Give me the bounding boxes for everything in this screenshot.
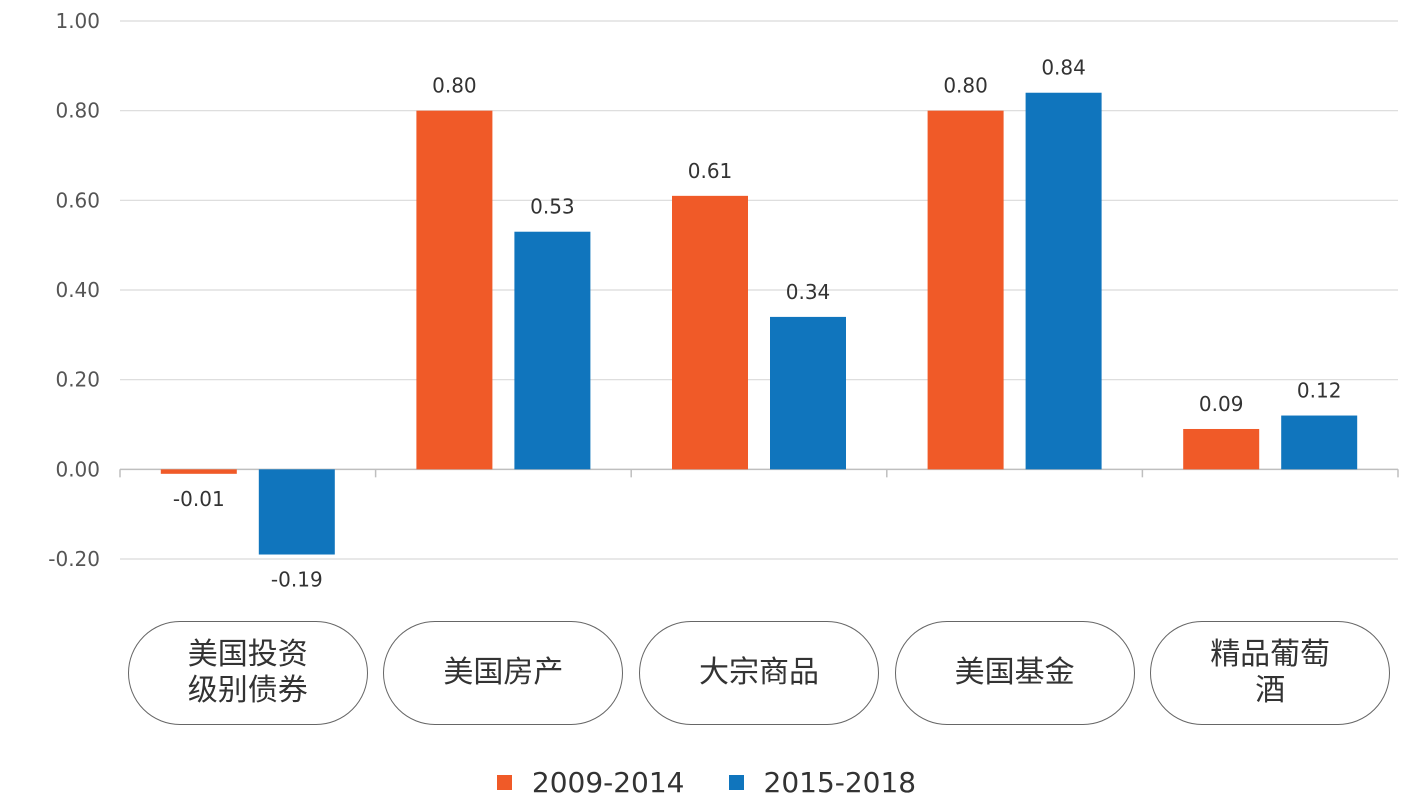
bar-1-5 — [1183, 428, 1260, 470]
data-label: 0.12 — [1297, 379, 1342, 403]
data-labels: -0.01 0.80 0.61 0.80 0.09 -0.19 0.53 0.34 0.84 0.… — [173, 56, 1342, 592]
category-label: 大宗商品 — [639, 621, 879, 725]
category-label-text: 美国投资级别债券 — [187, 637, 308, 708]
category-label-text: 大宗商品 — [699, 655, 819, 690]
legend-label-series-1: 2009-2014 — [531, 766, 685, 799]
legend-swatch-series-2 — [728, 775, 744, 790]
category-label: 美国房产 — [383, 621, 624, 725]
y-tick-label: 0.60 — [55, 188, 100, 212]
legend-item-series-2: 2015-2018 — [728, 766, 917, 799]
bar-chart: 1.00 0.80 0.60 0.40 0.20 0.00 -0.20 -0.01 0.80 0… — [48, 9, 1399, 592]
category-label: 精品葡萄酒 — [1150, 621, 1391, 725]
bar-2-2 — [514, 231, 591, 470]
legend-swatch-series-1 — [496, 775, 512, 790]
data-label: -0.01 — [173, 487, 225, 511]
category-label: 美国投资级别债券 — [127, 621, 368, 725]
y-tick-label: -0.20 — [48, 547, 100, 571]
category-label-text: 精品葡萄酒 — [1210, 637, 1331, 708]
data-label: 0.61 — [688, 159, 733, 183]
category-label: 美国基金 — [894, 621, 1135, 725]
data-label: -0.19 — [271, 568, 323, 592]
y-tick-label: 0.80 — [55, 99, 100, 123]
bar-1-1 — [160, 469, 237, 474]
bar-1-3 — [672, 195, 748, 470]
legend-item-series-1: 2009-2014 — [496, 766, 685, 799]
bar-2-1 — [258, 469, 335, 555]
y-tick-label: 0.00 — [55, 457, 100, 481]
bar-1-4 — [927, 110, 1004, 470]
category-label-text: 美国基金 — [954, 655, 1075, 690]
x-axis — [119, 469, 1399, 478]
legend: 2009-2014 2015-2018 — [0, 766, 1413, 799]
data-label: 0.09 — [1199, 392, 1244, 416]
data-label: 0.80 — [432, 74, 477, 98]
y-tick-label: 1.00 — [55, 9, 100, 33]
bar-2-3 — [770, 316, 846, 470]
category-label-text: 美国房产 — [443, 655, 564, 690]
bar-2-5 — [1281, 415, 1358, 470]
bars — [160, 92, 1358, 555]
y-tick-label: 0.20 — [55, 368, 100, 392]
y-tick-label: 0.40 — [55, 278, 100, 302]
legend-label-series-2: 2015-2018 — [763, 766, 917, 799]
y-axis: 1.00 0.80 0.60 0.40 0.20 0.00 -0.20 — [48, 9, 100, 571]
bar-1-2 — [416, 110, 493, 470]
data-label: 0.80 — [943, 74, 988, 98]
data-label: 0.84 — [1041, 56, 1086, 80]
data-label: 0.53 — [530, 195, 575, 219]
bar-2-4 — [1025, 92, 1102, 470]
data-label: 0.34 — [786, 280, 831, 304]
